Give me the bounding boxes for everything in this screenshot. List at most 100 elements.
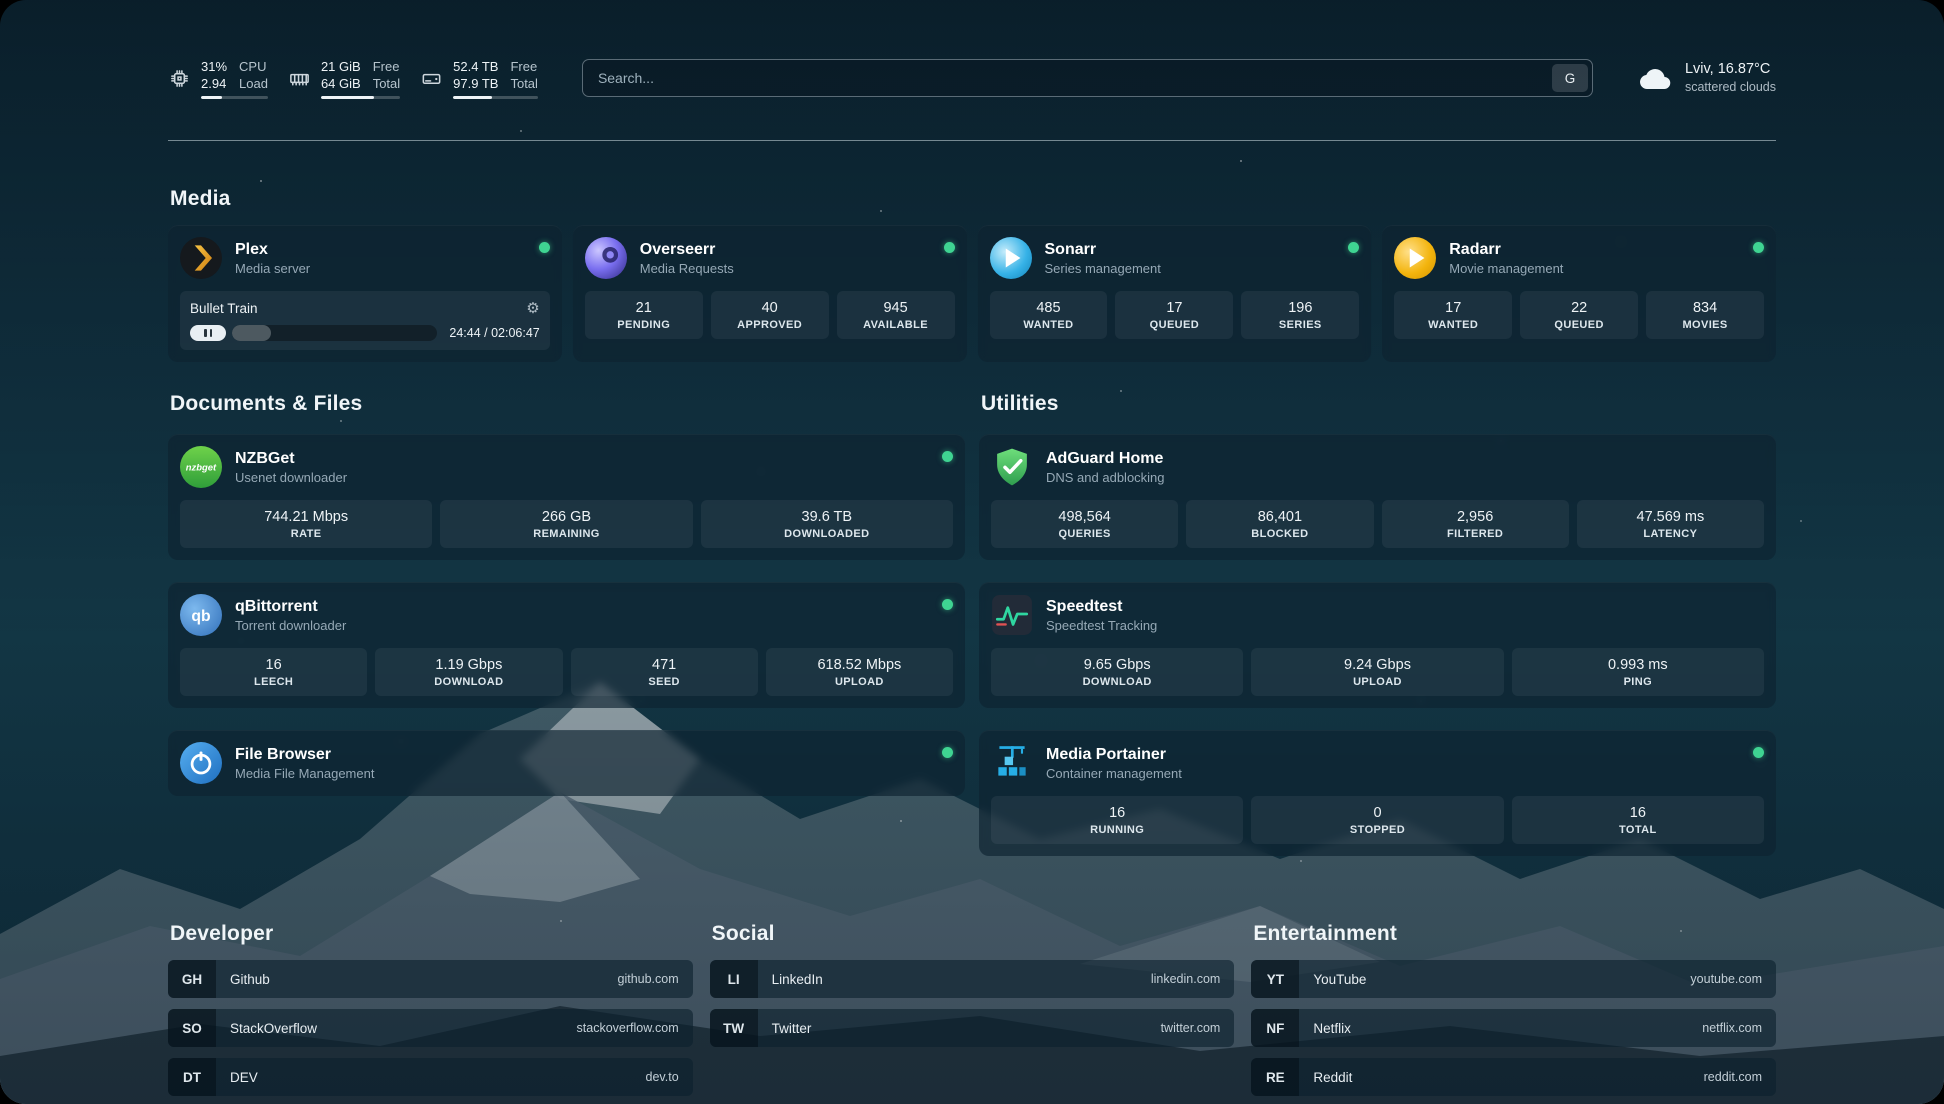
bookmarks-entertainment: Entertainment YT YouTube youtube.com NF … [1251, 922, 1776, 1104]
bookmark-github[interactable]: GH Github github.com [168, 960, 693, 998]
cloud-icon [1640, 69, 1671, 90]
bookmark-name: LinkedIn [771, 971, 823, 987]
filebrowser-icon [180, 742, 222, 784]
section-title-entertainment: Entertainment [1253, 922, 1398, 945]
stat-available: 945 AVAILABLE [836, 291, 955, 339]
pause-button[interactable] [190, 325, 226, 341]
service-card-overseerr[interactable]: Overseerr Media Requests 21 PENDING 40 APP… [572, 225, 967, 362]
media-card-grid: Plex Media server Bullet Train ⚙ 24:44 /… [168, 225, 1776, 362]
snow-specks [0, 0, 2, 2]
bookmark-netflix[interactable]: NF Netflix netflix.com [1251, 1009, 1776, 1047]
service-card-filebrowser[interactable]: File Browser Media File Management [168, 730, 965, 796]
disk-free-label: Free [510, 58, 538, 74]
cpu-widget: 31% 2.94 CPU Load [168, 58, 268, 99]
bookmark-name: YouTube [1313, 971, 1367, 987]
bookmark-abbr: NF [1251, 1009, 1300, 1047]
adguard-icon [991, 446, 1033, 488]
ram-free: 21 GiB [320, 58, 361, 74]
gear-icon[interactable]: ⚙ [526, 300, 540, 317]
service-card-adguard[interactable]: AdGuard Home DNS and adblocking 498,564 Q… [979, 434, 1776, 560]
status-dot [538, 242, 550, 253]
ram-free-label: Free [372, 58, 400, 74]
stat-download: 1.19 Gbps DOWNLOAD [375, 648, 563, 696]
service-card-nzbget[interactable]: nzbget NZBGet Usenet downloader 744.21 M… [168, 434, 965, 560]
cpu-icon [171, 69, 188, 87]
bookmark-url: dev.to [645, 1070, 679, 1084]
bookmark-stackoverflow[interactable]: SO StackOverflow stackoverflow.com [168, 1009, 693, 1047]
service-card-qbittorrent[interactable]: qb qBittorrent Torrent downloader 16 LEEC… [168, 582, 965, 708]
bookmark-abbr: GH [168, 960, 216, 998]
bookmark-linkedin[interactable]: LI LinkedIn linkedin.com [709, 960, 1235, 998]
playback-time: 24:44 / 02:06:47 [449, 326, 540, 340]
stat-queued: 22 QUEUED [1520, 291, 1639, 339]
weather-widget: Lviv, 16.87°C scattered clouds [1637, 60, 1776, 96]
disk-progress-bar [453, 95, 538, 99]
cpu-progress-bar [201, 95, 268, 99]
hard-drive-icon [422, 73, 441, 84]
service-name: Speedtest [1046, 597, 1123, 615]
disk-widget: 52.4 TB 97.9 TB Free Total [420, 58, 538, 99]
ram-total-label: Total [372, 75, 401, 91]
disk-total: 97.9 TB [453, 75, 499, 91]
service-card-radarr[interactable]: Radarr Movie management 17 WANTED 22 QUEUE… [1382, 225, 1776, 362]
bookmark-abbr: RE [1251, 1058, 1300, 1096]
service-description: Movie management [1449, 260, 1564, 276]
stat-running: 16 RUNNING [991, 796, 1244, 844]
bookmark-reddit[interactable]: RE Reddit reddit.com [1251, 1058, 1776, 1096]
search-input[interactable] [581, 59, 1593, 97]
weather-condition: scattered clouds [1684, 80, 1776, 94]
service-name: Sonarr [1044, 240, 1097, 258]
stat-wanted: 485 WANTED [989, 291, 1108, 339]
stat-latency: 47.569 ms LATENCY [1576, 500, 1764, 548]
service-card-portainer[interactable]: Media Portainer Container management 16 R… [979, 730, 1776, 856]
stat-leech: 16 LEECH [180, 648, 368, 696]
bookmark-url: netflix.com [1702, 1021, 1762, 1035]
status-dot [1753, 747, 1764, 758]
bookmark-youtube[interactable]: YT YouTube youtube.com [1251, 960, 1776, 998]
stat-rate: 744.21 Mbps RATE [180, 500, 433, 548]
portainer-icon [991, 742, 1033, 784]
service-card-speedtest[interactable]: Speedtest Speedtest Tracking 9.65 Gbps DO… [979, 582, 1776, 708]
service-name: AdGuard Home [1046, 449, 1164, 467]
bookmark-name: Reddit [1313, 1069, 1353, 1085]
section-title-media: Media [170, 187, 231, 210]
search-provider-button[interactable]: G [1551, 64, 1588, 92]
service-description: Media Requests [639, 260, 734, 276]
status-dot [942, 451, 953, 462]
status-dot [1753, 242, 1764, 253]
cpu-percent: 31% [201, 58, 228, 74]
service-name: qBittorrent [235, 597, 318, 615]
ram-progress-bar [320, 95, 401, 99]
stat-approved: 40 APPROVED [710, 291, 829, 339]
service-card-sonarr[interactable]: Sonarr Series management 485 WANTED 17 QUE… [977, 225, 1372, 362]
stat-ping: 0.993 ms PING [1511, 648, 1764, 696]
bookmark-dev[interactable]: DT DEV dev.to [168, 1058, 693, 1096]
service-card-plex[interactable]: Plex Media server Bullet Train ⚙ 24:44 /… [168, 225, 562, 362]
bookmark-url: linkedin.com [1150, 972, 1221, 986]
section-title-developer: Developer [170, 922, 274, 945]
svg-text:qb: qb [191, 608, 210, 625]
plex-now-playing: Bullet Train ⚙ 24:44 / 02:06:47 [180, 291, 550, 350]
status-dot [1348, 242, 1360, 253]
stat-seed: 471 SEED [570, 648, 758, 696]
service-name: File Browser [235, 745, 332, 763]
bookmark-abbr: TW [709, 1009, 758, 1047]
stat-series: 196 SERIES [1241, 291, 1360, 339]
memory-icon [290, 73, 309, 85]
stat-total: 16 TOTAL [1511, 796, 1764, 844]
bookmark-name: Twitter [771, 1020, 812, 1036]
weather-location: Lviv, 16.87°C [1684, 61, 1771, 77]
stat-blocked: 86,401 BLOCKED [1186, 500, 1374, 548]
section-title-utilities: Utilities [981, 392, 1059, 415]
topbar-divider [168, 140, 1776, 141]
bookmark-url: youtube.com [1690, 972, 1762, 986]
service-name: Overseerr [639, 240, 716, 258]
topbar: 31% 2.94 CPU Load [168, 46, 1776, 110]
bookmark-name: DEV [230, 1069, 258, 1085]
service-name: Radarr [1449, 240, 1501, 258]
bookmark-abbr: YT [1251, 960, 1300, 998]
bookmark-twitter[interactable]: TW Twitter twitter.com [709, 1009, 1235, 1047]
svg-text:nzbget: nzbget [186, 463, 217, 474]
bookmark-name: StackOverflow [230, 1020, 318, 1036]
service-description: Container management [1046, 765, 1182, 781]
